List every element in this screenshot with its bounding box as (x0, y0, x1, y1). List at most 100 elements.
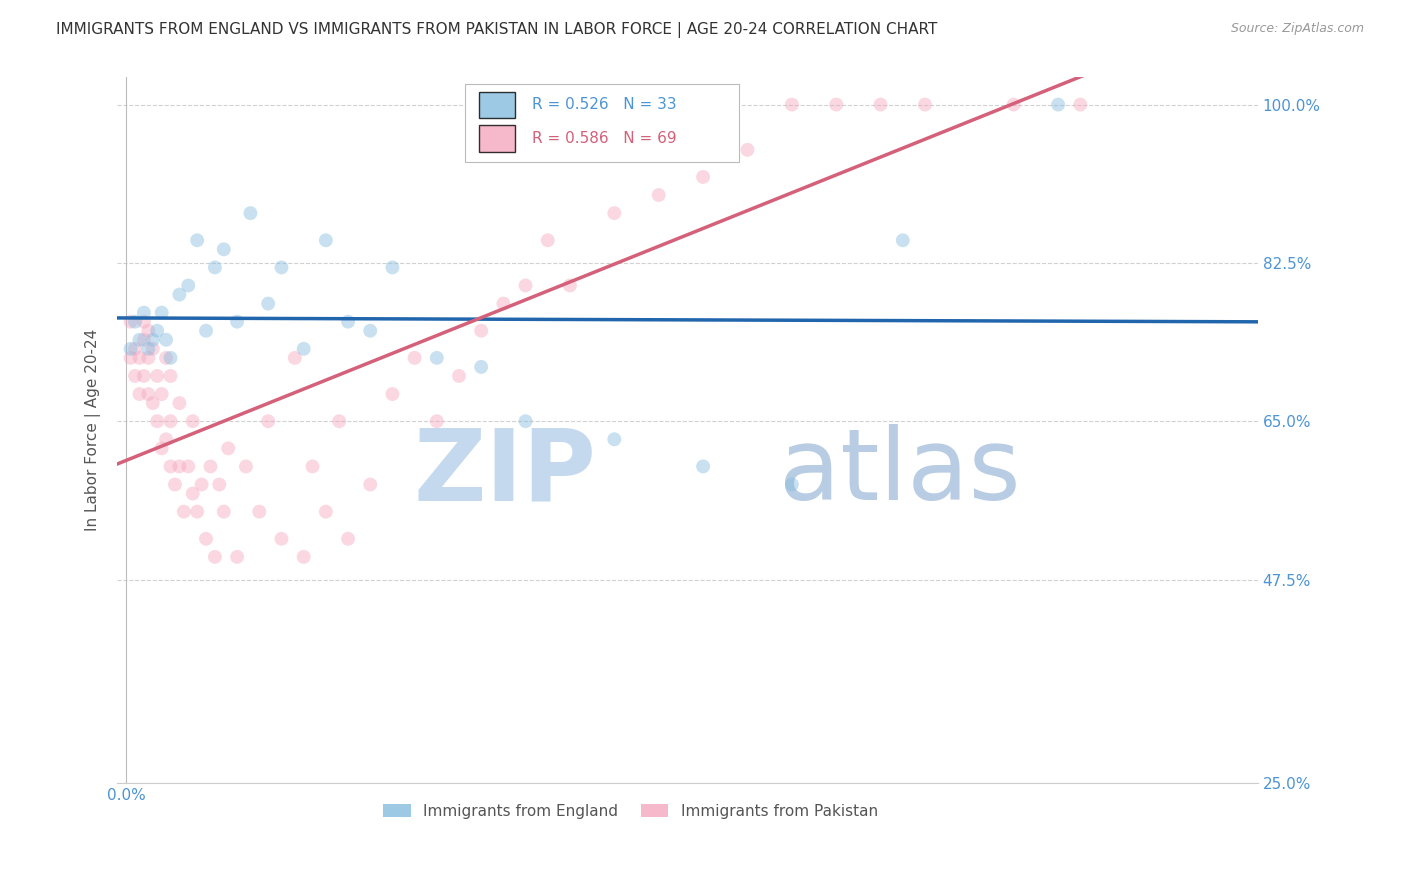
Point (603, 206, 626, 220)
Point (150, 387, 173, 401)
Point (159, 368, 181, 383)
Point (128, 333, 150, 347)
Point (558, 278, 581, 293)
Point (128, 387, 150, 401)
Point (404, 351, 426, 365)
Point (647, 188, 669, 202)
Point (132, 305, 155, 319)
Point (891, 233, 914, 247)
Point (692, 459, 714, 474)
Point (328, 414, 350, 428)
Point (470, 324, 492, 338)
Legend: Immigrants from England, Immigrants from Pakistan: Immigrants from England, Immigrants from… (377, 797, 884, 825)
Point (426, 414, 449, 428)
Text: ZIP: ZIP (413, 424, 596, 521)
Point (181, 414, 204, 428)
Point (150, 305, 173, 319)
FancyBboxPatch shape (479, 125, 516, 152)
Point (169, 459, 191, 474)
Point (1047, 97, 1070, 112)
Point (257, 296, 280, 310)
Point (142, 342, 165, 356)
Point (169, 396, 191, 410)
Point (177, 459, 200, 474)
Point (159, 414, 181, 428)
Point (159, 459, 181, 474)
Point (120, 351, 142, 365)
Point (226, 549, 249, 564)
Point (337, 532, 360, 546)
Point (132, 315, 155, 329)
Point (270, 260, 292, 275)
Point (447, 368, 470, 383)
Point (239, 206, 262, 220)
Point (169, 287, 191, 301)
Point (124, 342, 146, 356)
Point (692, 169, 714, 184)
Point (515, 278, 537, 293)
Point (247, 505, 270, 519)
Point (200, 459, 222, 474)
Point (301, 459, 323, 474)
Point (150, 442, 173, 456)
Point (270, 532, 292, 546)
Point (315, 505, 337, 519)
Point (159, 351, 181, 365)
Point (155, 333, 177, 347)
Point (190, 477, 212, 491)
Point (132, 333, 155, 347)
Point (132, 368, 155, 383)
Point (142, 396, 165, 410)
Point (825, 97, 848, 112)
Point (142, 333, 165, 347)
Point (128, 351, 150, 365)
Point (381, 260, 404, 275)
Point (138, 387, 160, 401)
Point (212, 243, 235, 257)
Point (381, 387, 404, 401)
FancyBboxPatch shape (479, 92, 516, 119)
Point (155, 432, 177, 446)
Point (212, 505, 235, 519)
Y-axis label: In Labor Force | Age 20-24: In Labor Force | Age 20-24 (86, 329, 101, 532)
Text: R = 0.526   N = 33: R = 0.526 N = 33 (533, 97, 678, 112)
Point (120, 342, 142, 356)
Point (204, 549, 226, 564)
Point (186, 233, 208, 247)
Point (120, 315, 142, 329)
Point (177, 278, 200, 293)
Point (204, 260, 226, 275)
Point (537, 233, 560, 247)
Point (292, 342, 315, 356)
Text: atlas: atlas (779, 424, 1021, 521)
Point (1002, 97, 1025, 112)
Point (138, 342, 160, 356)
Point (155, 351, 177, 365)
Point (124, 315, 146, 329)
Point (138, 324, 160, 338)
Point (186, 505, 208, 519)
Point (195, 532, 218, 546)
Point (737, 143, 759, 157)
Point (359, 477, 381, 491)
Point (869, 97, 891, 112)
Point (780, 97, 803, 112)
Point (257, 414, 280, 428)
Text: R = 0.586   N = 69: R = 0.586 N = 69 (533, 130, 678, 145)
Point (226, 315, 249, 329)
Point (359, 324, 381, 338)
Point (235, 459, 257, 474)
Point (603, 432, 626, 446)
Point (492, 296, 515, 310)
Point (426, 351, 449, 365)
Text: Source: ZipAtlas.com: Source: ZipAtlas.com (1230, 22, 1364, 36)
Point (470, 359, 492, 374)
Point (208, 477, 231, 491)
Point (138, 351, 160, 365)
Point (124, 368, 146, 383)
Point (780, 477, 803, 491)
Point (163, 477, 186, 491)
Point (146, 414, 169, 428)
Point (146, 324, 169, 338)
Point (337, 315, 360, 329)
